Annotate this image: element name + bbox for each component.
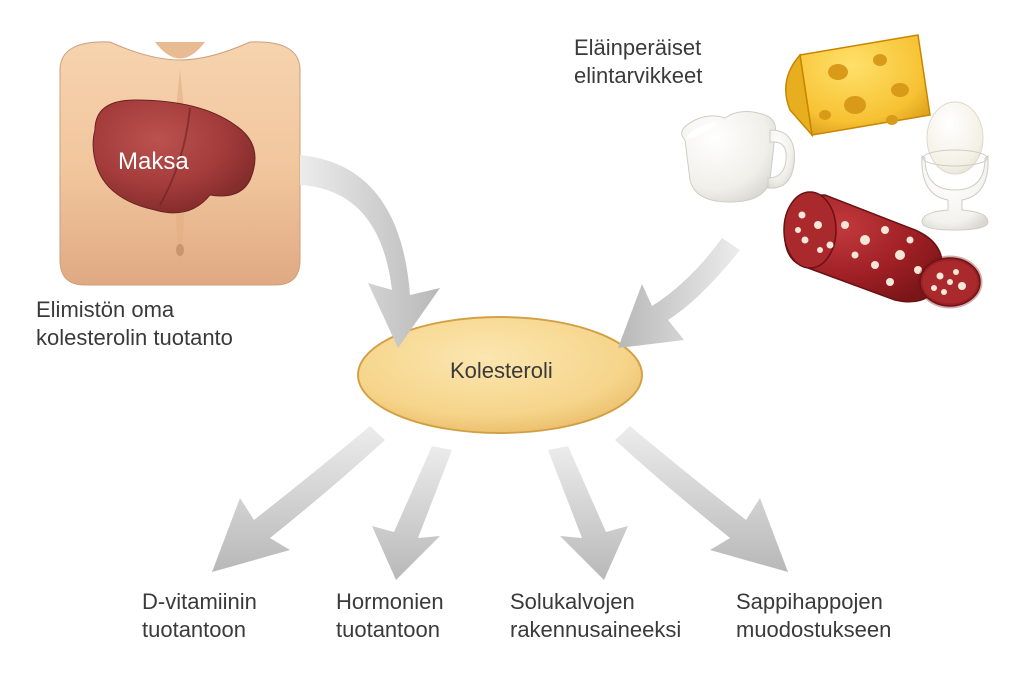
arrow-out-2 [372,446,452,580]
out1-line2: tuotantoon [142,617,246,642]
out4-line1: Sappihappojen [736,589,883,614]
arrow-out-3 [548,446,628,580]
out3-label: Solukalvojen rakennusaineeksi [510,588,681,643]
out2-line2: tuotantoon [336,617,440,642]
arrow-out-1 [212,426,385,572]
out3-line2: rakennusaineeksi [510,617,681,642]
out1-line1: D-vitamiinin [142,589,257,614]
arrows-layer [0,0,1024,689]
out1-label: D-vitamiinin tuotantoon [142,588,257,643]
out4-label: Sappihappojen muodostukseen [736,588,891,643]
arrow-in-right [618,238,740,348]
out2-label: Hormonien tuotantoon [336,588,444,643]
arrow-out-4 [615,426,788,572]
arrow-in-left [300,155,440,348]
out4-line2: muodostukseen [736,617,891,642]
out3-line1: Solukalvojen [510,589,635,614]
out2-line1: Hormonien [336,589,444,614]
